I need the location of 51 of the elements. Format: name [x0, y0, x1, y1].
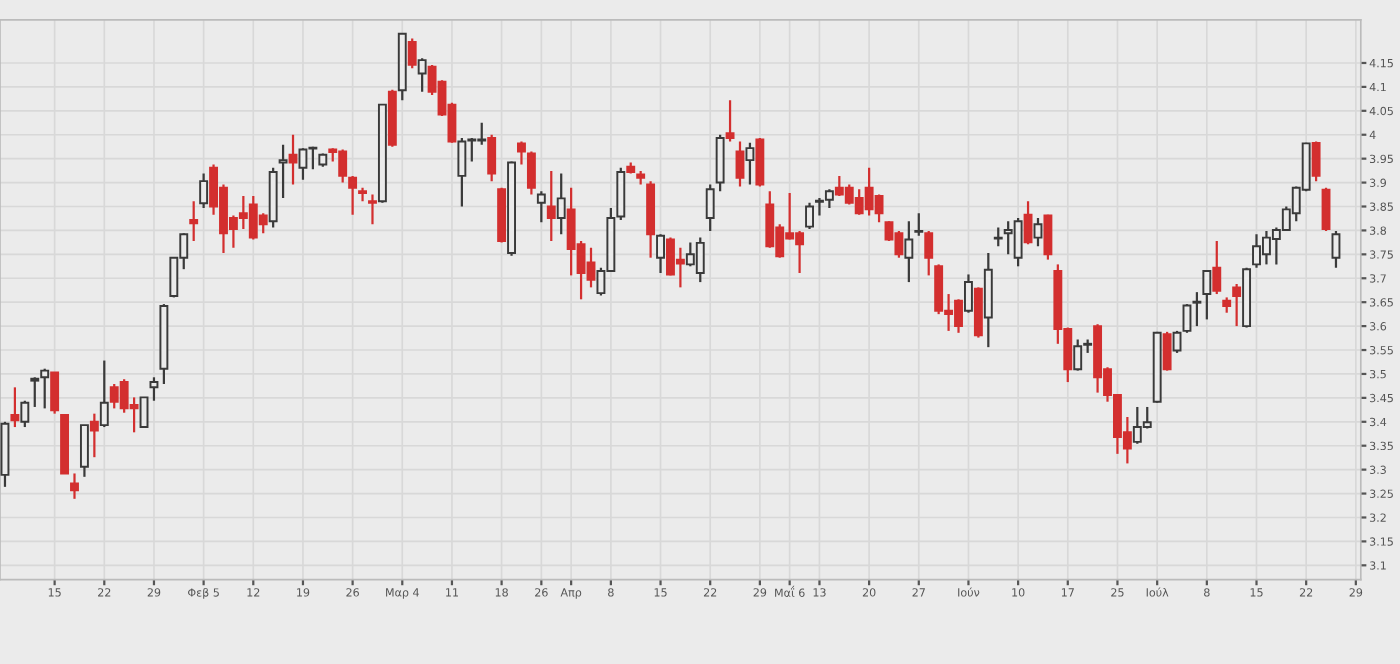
candlestick: [1043, 213, 1053, 261]
candlestick: [1212, 239, 1222, 296]
candlestick: [1162, 330, 1172, 372]
candlestick: [30, 376, 40, 409]
candlestick: [199, 172, 209, 210]
candlestick: [358, 186, 367, 203]
candlestick: [556, 172, 566, 236]
candlestick: [805, 201, 814, 231]
candlestick: [725, 99, 735, 143]
candlestick: [348, 174, 358, 216]
candlestick: [536, 190, 546, 224]
candlestick: [964, 273, 973, 314]
candlestick: [407, 37, 417, 70]
candlestick: [973, 286, 983, 339]
candlestick: [1182, 302, 1192, 334]
candlestick: [705, 183, 715, 233]
candlestick: [1192, 291, 1202, 328]
candlestick: [656, 233, 665, 275]
candlestick: [735, 140, 745, 188]
candlestick: [50, 371, 60, 415]
candlestick: [89, 412, 99, 459]
candlestick: [1033, 216, 1043, 248]
candlestick: [983, 251, 993, 349]
candlestick: [546, 169, 556, 243]
candlestick: [755, 136, 765, 188]
candlestick: [149, 376, 159, 402]
candlestick: [1202, 269, 1212, 321]
candlestick: [368, 193, 377, 226]
candlestick: [139, 396, 149, 429]
candlestick: [1311, 140, 1321, 183]
candlestick: [993, 226, 1003, 248]
candlestick: [914, 212, 924, 237]
candlestick: [1321, 186, 1331, 233]
candlestick: [20, 399, 30, 429]
candlestick: [924, 229, 934, 277]
candlestick: [189, 200, 199, 243]
candlestick: [715, 133, 725, 193]
candlestick: [1331, 229, 1341, 269]
candlestick: [517, 140, 526, 166]
candlestick: [487, 133, 497, 183]
candlestick: [417, 57, 427, 93]
candlestick: [79, 424, 89, 478]
candlestick: [40, 367, 50, 410]
candlestick: [99, 359, 109, 429]
candlestick: [745, 141, 755, 186]
candlestick: [904, 220, 914, 284]
candlestick: [1232, 282, 1242, 328]
candlestick: [10, 386, 20, 429]
candlestick: [526, 150, 536, 196]
candlestick: [278, 143, 288, 199]
candlestick: [70, 472, 79, 500]
